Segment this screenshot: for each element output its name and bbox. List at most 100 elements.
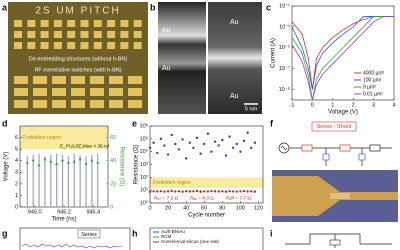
panel-h: h Au/h-BN/Au RCM Commercial silicon (one… bbox=[132, 227, 264, 250]
point bbox=[166, 153, 170, 156]
bar bbox=[61, 154, 64, 207]
point bbox=[148, 190, 152, 193]
point bbox=[159, 189, 163, 193]
point bbox=[96, 161, 99, 165]
pad bbox=[14, 20, 22, 27]
y-tick-label: 4 bbox=[15, 158, 18, 164]
x-tick-label: 100 bbox=[236, 205, 245, 211]
y-tick-label: 10⁻⁹ bbox=[279, 86, 290, 93]
bar bbox=[32, 154, 34, 207]
point bbox=[231, 190, 235, 193]
circuit bbox=[278, 142, 392, 166]
panel-f: f Series - Shunt bbox=[270, 118, 398, 222]
tem-image bbox=[208, 2, 262, 114]
point bbox=[188, 141, 191, 144]
point bbox=[73, 160, 76, 164]
pad bbox=[14, 31, 22, 38]
tem-image bbox=[158, 2, 206, 114]
pad bbox=[40, 31, 49, 38]
panel-b: Au Au Au Au 5 nm b bbox=[150, 2, 262, 114]
point bbox=[242, 189, 246, 193]
y-tick-label: 10⁻³ bbox=[279, 24, 290, 30]
pad bbox=[71, 100, 85, 108]
point bbox=[55, 162, 58, 166]
material-label: Au bbox=[162, 27, 171, 34]
y-tick-label: 3 bbox=[15, 170, 18, 176]
pad bbox=[107, 42, 116, 49]
pad bbox=[71, 76, 85, 84]
panel-label: h bbox=[132, 228, 138, 238]
x-axis-label: Time (ns) bbox=[51, 217, 76, 223]
point bbox=[170, 133, 173, 137]
point bbox=[250, 146, 253, 150]
x-tick-label: 20 bbox=[165, 205, 171, 211]
legend-label: 0.01 µm² bbox=[363, 91, 383, 97]
caption: De-embedding structures (without h-BN) bbox=[29, 56, 128, 62]
point bbox=[253, 190, 257, 193]
x-tick-label: 2 bbox=[352, 102, 355, 108]
y2-tick-label: 40 bbox=[110, 158, 116, 164]
point bbox=[239, 150, 242, 153]
pad bbox=[27, 42, 36, 49]
point bbox=[177, 148, 181, 151]
pad bbox=[120, 42, 129, 49]
x-tick-label: 1 bbox=[331, 102, 334, 108]
pad bbox=[14, 88, 28, 96]
legend-text: RCM bbox=[161, 234, 171, 239]
series-line bbox=[291, 16, 394, 101]
plot-frame bbox=[19, 227, 131, 250]
pad bbox=[133, 31, 142, 38]
pad bbox=[14, 100, 28, 108]
pad bbox=[33, 88, 47, 96]
point bbox=[156, 190, 159, 193]
electrode bbox=[330, 193, 350, 199]
point bbox=[235, 190, 238, 193]
pad bbox=[128, 76, 142, 84]
x-tick-label: 945.0 bbox=[28, 209, 42, 215]
pad bbox=[53, 42, 62, 49]
pad bbox=[67, 31, 76, 38]
pad bbox=[53, 31, 62, 38]
panel-g: g Series bbox=[2, 227, 131, 250]
point bbox=[78, 158, 82, 161]
material-label: Au bbox=[230, 19, 239, 26]
circuit bbox=[329, 239, 341, 246]
point bbox=[174, 190, 177, 193]
bar bbox=[56, 153, 58, 207]
pad bbox=[40, 20, 49, 27]
panel-i: i bbox=[270, 228, 392, 248]
legend-text: Au/h-BN/Au bbox=[161, 229, 185, 234]
caption: RF memristive switches (with h-BN) bbox=[34, 67, 121, 73]
point bbox=[246, 131, 249, 134]
pad bbox=[93, 42, 102, 49]
legend-label: 100 µm² bbox=[363, 77, 382, 83]
point bbox=[174, 142, 177, 146]
pad bbox=[128, 88, 142, 96]
x-tick-label: 0 bbox=[311, 102, 314, 108]
micrograph-title: 2S UM PITCH bbox=[35, 6, 120, 17]
point bbox=[228, 135, 231, 138]
pad bbox=[90, 76, 104, 84]
pad bbox=[80, 42, 89, 49]
y-tick-label: 5 bbox=[15, 147, 18, 153]
point bbox=[43, 158, 47, 161]
legend-text: Series bbox=[81, 232, 97, 238]
pad bbox=[93, 20, 102, 27]
point bbox=[152, 141, 155, 144]
point bbox=[210, 150, 213, 153]
point bbox=[152, 190, 155, 193]
bar bbox=[44, 156, 46, 207]
pad bbox=[133, 20, 142, 27]
y-tick-label: 10⁻⁷ bbox=[279, 65, 290, 72]
band-label: Forbidden region bbox=[23, 135, 61, 141]
point bbox=[250, 190, 253, 193]
point bbox=[192, 190, 195, 193]
y-axis-label: Resistance (Ω) bbox=[134, 145, 140, 185]
point bbox=[246, 190, 249, 193]
point bbox=[163, 190, 166, 193]
y-axis-label: Voltage (V) bbox=[4, 152, 10, 182]
point bbox=[210, 189, 213, 193]
point bbox=[231, 146, 235, 150]
annotation: Rₐᵥ = 8.3 Ω bbox=[190, 195, 214, 201]
